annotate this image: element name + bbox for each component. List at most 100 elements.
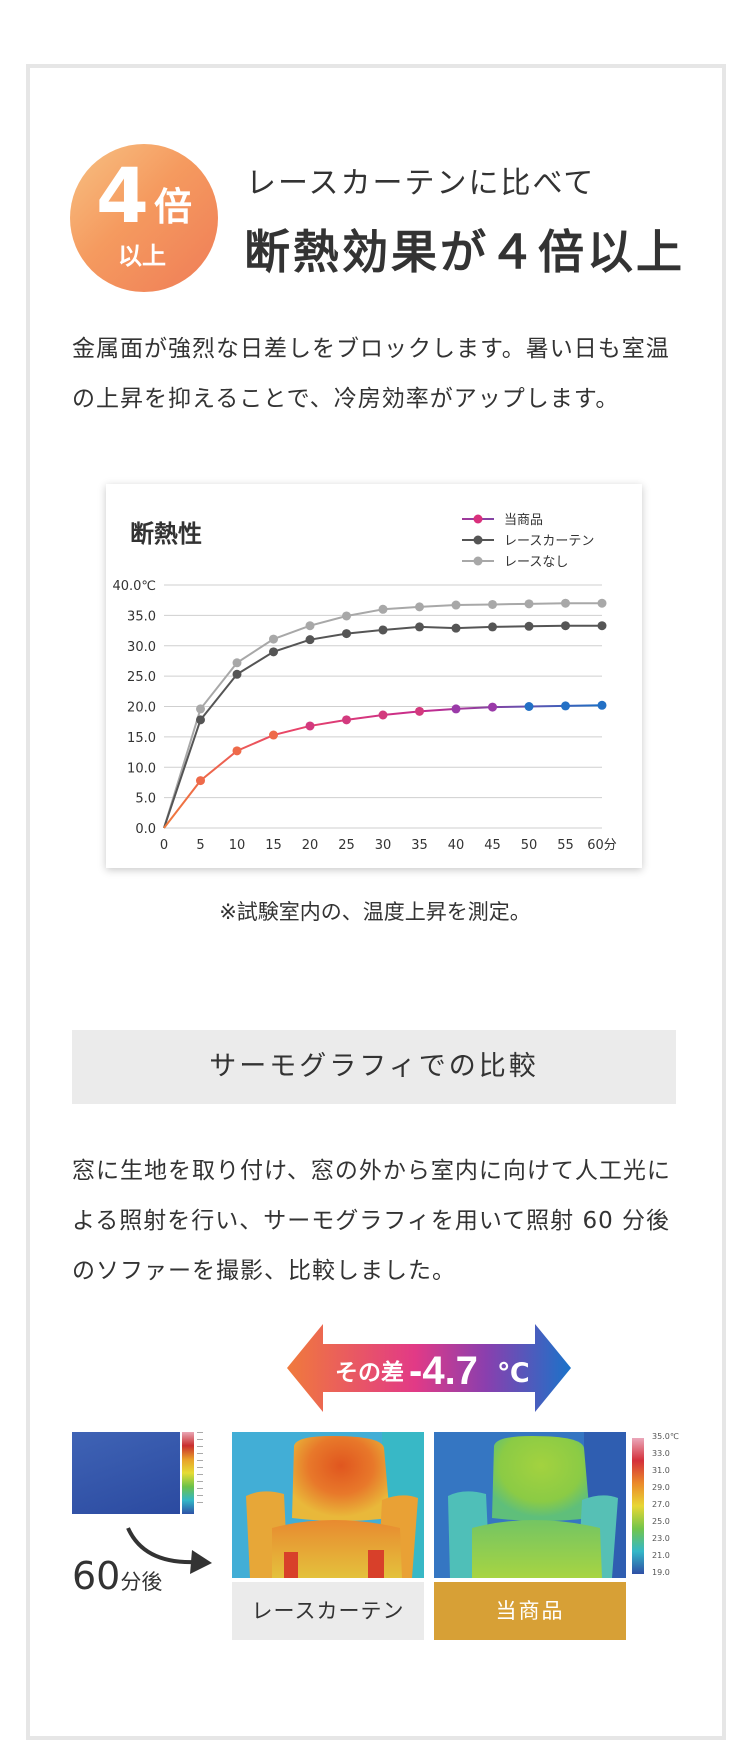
difference-value: -4.7 [409, 1349, 478, 1393]
scale-label: 19.0 [652, 1568, 670, 1577]
thermo-paragraph: 窓に生地を取り付け、窓の外から室内に向けて人工光による照射を行い、サーモグラフィ… [72, 1158, 671, 1284]
legend-marker [473, 535, 483, 545]
data-point [451, 623, 461, 633]
scale-label: 27.0 [652, 1500, 670, 1509]
data-point [342, 611, 351, 621]
data-point [561, 598, 570, 608]
difference-arrow: その差 -4.7 ℃ [287, 1324, 571, 1412]
scale-label: 21.0 [652, 1551, 670, 1560]
heading-subtitle: レースカーテンに比べて [246, 166, 596, 201]
data-point [269, 647, 278, 657]
y-tick-label: 20.0 [127, 701, 156, 716]
data-point [597, 700, 607, 710]
y-tick-label: 15.0 [127, 731, 156, 746]
data-point [488, 599, 497, 609]
data-point [415, 706, 424, 716]
data-point [305, 635, 315, 645]
legend-marker [473, 514, 483, 524]
data-point [524, 702, 534, 711]
data-point [597, 598, 607, 608]
data-point [305, 721, 315, 731]
after-number: 60 [72, 1554, 121, 1598]
data-point [451, 704, 461, 714]
x-tick-label: 35 [411, 838, 428, 853]
intro-paragraph: 金属面が強烈な日差しをブロックします。暑い日も室温の上昇を抑えることで、冷房効率… [72, 336, 670, 412]
legend-entry: 当商品 [504, 513, 543, 528]
x-tick-label: 15 [265, 838, 282, 853]
difference-unit: ℃ [497, 1358, 530, 1389]
insulation-chart: 0.0 5.0 10.0 15.0 20.0 25.0 30.0 35.0 40.0℃ 0 5 10 1… [106, 484, 642, 868]
section-title: サーモグラフィでの比較 [72, 1030, 676, 1104]
small-color-scale [182, 1432, 194, 1514]
x-tick-label: 25 [338, 838, 355, 853]
data-point [488, 702, 497, 712]
scale-label: 29.0 [652, 1483, 670, 1492]
x-tick-label: 30 [375, 838, 392, 853]
x-tick-label: 0 [160, 838, 168, 853]
difference-prefix: その差 [335, 1359, 404, 1386]
x-tick-label: 60分 [587, 838, 617, 853]
four-times-badge: 4 倍 以上 [70, 144, 218, 292]
after-time-label: 60分後 [72, 1554, 162, 1598]
legend-marker [473, 556, 483, 566]
chart-note: ※試験室内の、温度上昇を測定。 [219, 900, 531, 924]
data-point [378, 625, 388, 635]
legend-entry: レースなし [504, 555, 568, 570]
data-point [269, 730, 278, 740]
data-point [196, 704, 205, 714]
data-point [378, 710, 388, 720]
product-label: 当商品 [434, 1582, 626, 1640]
big-color-scale [632, 1438, 644, 1574]
scale-label: 25.0 [652, 1517, 670, 1526]
y-tick-label: 0.0 [135, 822, 156, 837]
series-line [163, 704, 603, 829]
y-tick-label: 5.0 [135, 792, 156, 807]
y-tick-label: 10.0 [127, 761, 156, 776]
data-point [232, 658, 242, 668]
after-unit: 分後 [120, 1570, 163, 1594]
x-tick-label: 10 [229, 838, 246, 853]
chart-title: 断熱性 [130, 520, 202, 548]
data-point [415, 602, 424, 612]
data-point [524, 599, 534, 609]
y-tick-label: 25.0 [127, 670, 156, 685]
data-point [232, 669, 242, 679]
thermogram-product [434, 1432, 626, 1578]
data-point [378, 604, 388, 614]
big-scale-labels: 35.0℃ 33.0 31.0 29.0 27.0 25.0 23.0 21.0… [648, 1432, 708, 1580]
data-point [269, 634, 278, 644]
x-tick-label: 20 [302, 838, 319, 853]
data-point [196, 776, 205, 786]
data-point [415, 622, 424, 632]
data-point [305, 621, 315, 631]
y-tick-label: 30.0 [127, 640, 156, 655]
data-point [232, 746, 242, 756]
data-point [561, 621, 570, 631]
x-tick-label: 50 [521, 838, 538, 853]
thermogram-lace-curtain [232, 1432, 424, 1578]
badge-kanji: 倍 [154, 185, 193, 229]
scale-label: 35.0℃ [652, 1432, 679, 1441]
y-tick-label: 35.0 [127, 609, 156, 624]
data-point [597, 621, 607, 631]
badge-number: 4 [96, 151, 149, 240]
data-point [561, 701, 570, 711]
x-tick-label: 40 [448, 838, 465, 853]
data-point [196, 715, 205, 725]
scale-label: 31.0 [652, 1466, 670, 1475]
heading-title: 断熱効果が４倍以上 [244, 225, 685, 279]
data-point [524, 621, 534, 631]
scale-label: 23.0 [652, 1534, 670, 1543]
x-tick-label: 55 [557, 838, 574, 853]
data-point [342, 715, 351, 725]
legend-entry: レースカーテン [504, 534, 594, 549]
x-tick-label: 45 [484, 838, 501, 853]
badge-sub: 以上 [118, 242, 166, 270]
lace-curtain-label: レースカーテン [232, 1582, 424, 1640]
x-tick-label: 5 [196, 838, 204, 853]
scale-label: 33.0 [652, 1449, 670, 1458]
small-scale-ticks [197, 1432, 213, 1514]
data-point [488, 622, 497, 632]
curved-arrow-icon [126, 1527, 212, 1574]
insulation-chart-svg: 0.0 5.0 10.0 15.0 20.0 25.0 30.0 35.0 40.0℃ 0 5 10 1… [112, 513, 617, 853]
